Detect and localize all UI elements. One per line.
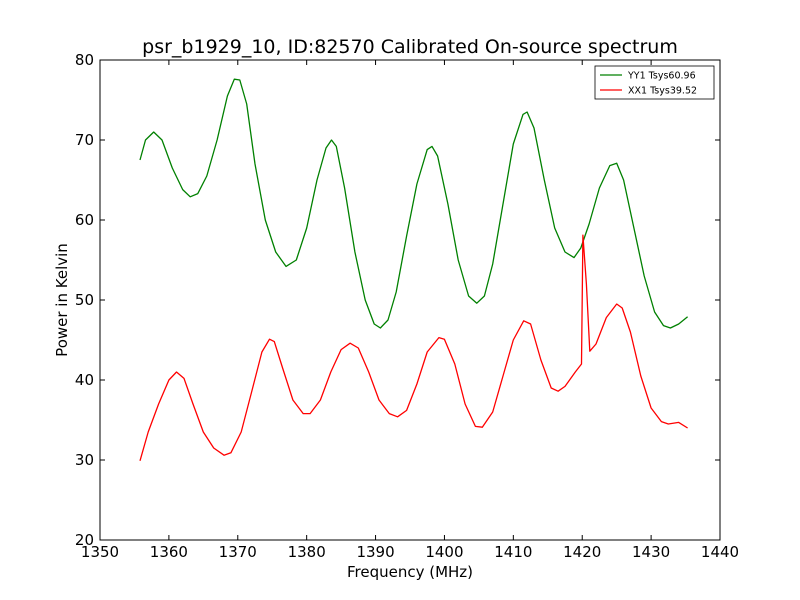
- y-tick-label: 30: [75, 451, 94, 469]
- series-layer: [139, 78, 689, 461]
- x-tick-label: 1410: [494, 543, 532, 561]
- y-tick-label: 70: [75, 131, 94, 149]
- y-tick-label: 80: [75, 51, 94, 69]
- x-tick-label: 1360: [150, 543, 188, 561]
- x-tick-label: 1350: [81, 543, 119, 561]
- legend-label-xx1: XX1 Tsys39.52: [628, 86, 697, 97]
- y-tick-label: 40: [75, 371, 94, 389]
- axes-background: [100, 60, 720, 540]
- legend-box: [594, 65, 715, 100]
- y-tick-label: 60: [75, 211, 94, 229]
- legend: YY1 Tsys60.96 XX1 Tsys39.52: [594, 65, 715, 100]
- x-tick-label: 1400: [425, 543, 463, 561]
- chart-title: psr_b1929_10, ID:82570 Calibrated On-sou…: [142, 36, 678, 58]
- series-line-yy1: [139, 78, 689, 329]
- plot-area: 1350 1360 1370 1380 1390 1400 1410 1420 1430 1440…: [75, 51, 739, 561]
- x-tick-label: 1440: [701, 543, 739, 561]
- x-tick-label: 1390: [356, 543, 394, 561]
- series-line-xx1: [139, 234, 688, 461]
- x-tick-label: 1420: [563, 543, 601, 561]
- y-tick-label: 20: [75, 531, 94, 549]
- ticks-layer: 1350 1360 1370 1380 1390 1400 1410 1420 1430 1440…: [75, 51, 739, 561]
- x-tick-label: 1370: [219, 543, 257, 561]
- x-tick-label: 1380: [288, 543, 326, 561]
- y-axis-label: Power in Kelvin: [53, 243, 71, 357]
- y-tick-label: 50: [75, 291, 94, 309]
- x-axis-label: Frequency (MHz): [347, 563, 473, 581]
- legend-label-yy1: YY1 Tsys60.96: [627, 71, 696, 82]
- x-tick-label: 1430: [632, 543, 670, 561]
